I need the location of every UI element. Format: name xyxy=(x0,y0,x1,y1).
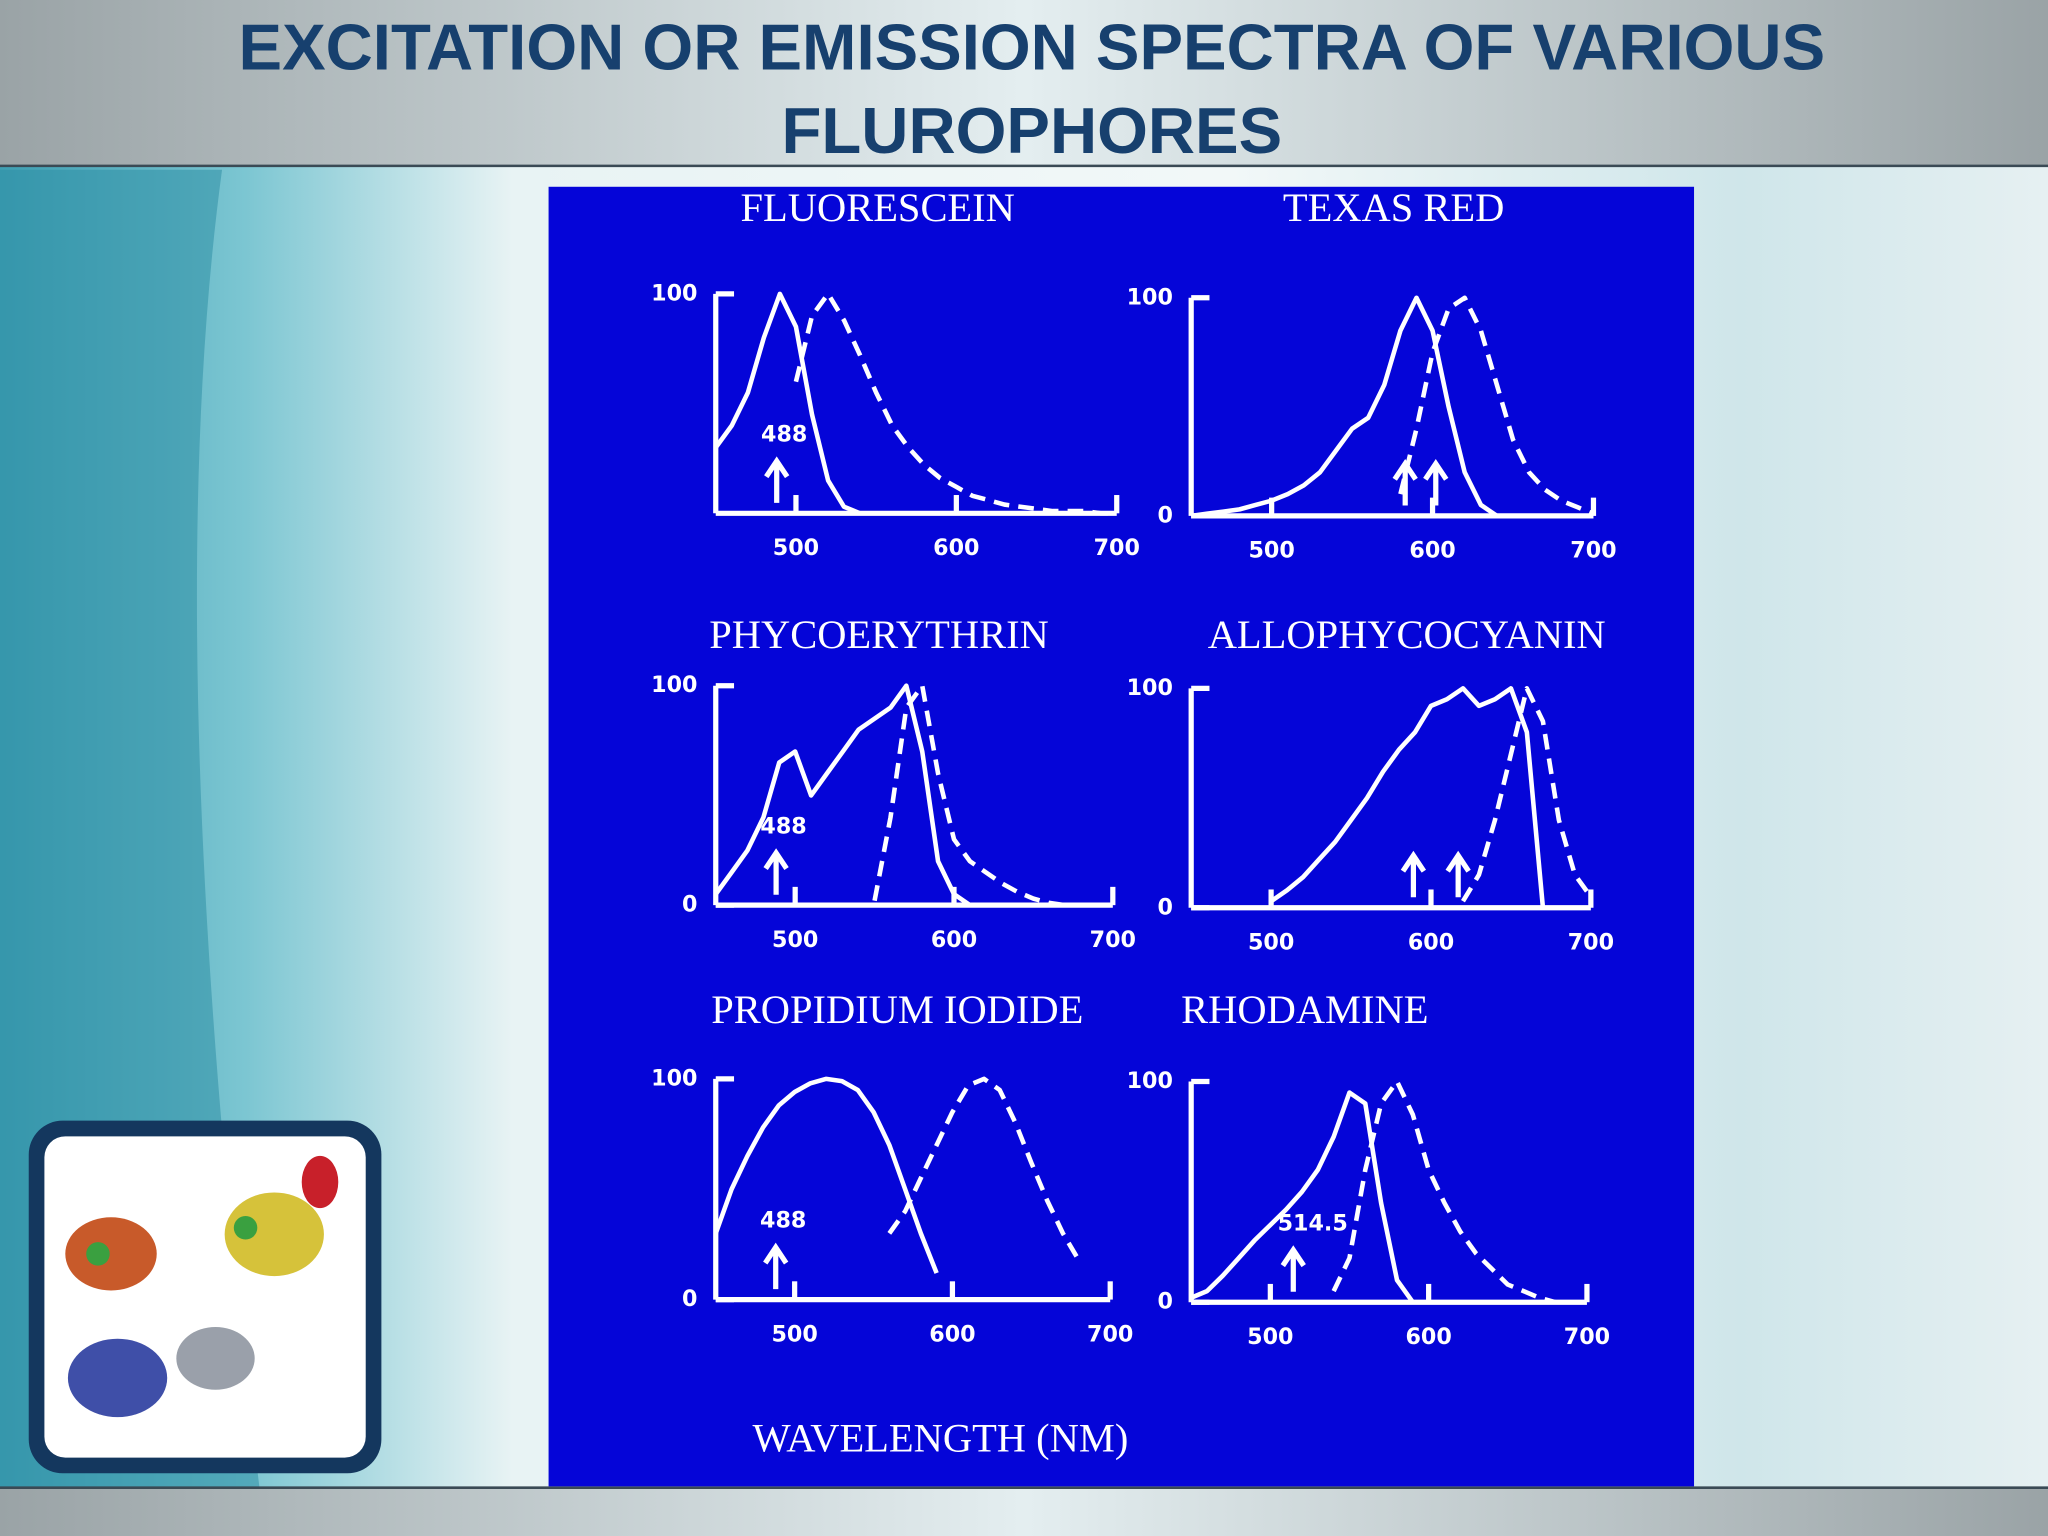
laser-arrow xyxy=(1400,850,1427,898)
thumbnail xyxy=(28,1120,382,1474)
laser-label: 488 xyxy=(760,813,806,839)
excitation-curve xyxy=(713,291,861,516)
y-tick-label: 0 xyxy=(682,892,697,918)
chart-title: FLUORESCEIN xyxy=(741,185,1015,230)
y-tick-label: 0 xyxy=(1157,894,1172,920)
x-tick-label: 700 xyxy=(1564,1324,1610,1350)
x-tick-label: 500 xyxy=(773,535,819,561)
laser-label: 514.5 xyxy=(1278,1210,1348,1236)
x-tick-label: 500 xyxy=(771,1321,817,1347)
laser-arrow xyxy=(764,456,790,503)
title-bar xyxy=(0,0,2048,166)
y-tick-label: 100 xyxy=(651,1065,697,1091)
x-tick-label: 600 xyxy=(1405,1324,1451,1350)
excitation-curve xyxy=(1190,1090,1415,1304)
laser-label: 488 xyxy=(761,421,807,447)
laser-arrow xyxy=(1392,458,1418,506)
x-axis-title: WAVELENGTH (NM) xyxy=(753,1415,1129,1460)
y-tick-label: 0 xyxy=(1157,1289,1172,1315)
slide-title: FLUROPHORES xyxy=(782,94,1283,167)
emission-curve xyxy=(1331,1079,1556,1305)
x-tick-label: 700 xyxy=(1094,535,1140,561)
footer-bar xyxy=(0,1487,2048,1536)
x-tick-label: 500 xyxy=(1248,930,1294,956)
x-tick-label: 500 xyxy=(1247,1324,1293,1350)
excitation-curve xyxy=(1269,686,1546,908)
x-tick-label: 600 xyxy=(929,1321,975,1347)
x-tick-label: 600 xyxy=(931,927,977,953)
x-tick-label: 600 xyxy=(933,535,979,561)
y-tick-label: 100 xyxy=(651,672,697,698)
laser-arrow xyxy=(1445,850,1471,898)
laser-label: 488 xyxy=(760,1208,806,1234)
emission-curve xyxy=(793,291,1117,516)
x-tick-label: 700 xyxy=(1087,1321,1133,1347)
y-tick-label: 0 xyxy=(1157,502,1172,528)
x-tick-label: 500 xyxy=(772,927,818,953)
y-tick-label: 0 xyxy=(682,1286,697,1312)
laser-arrow xyxy=(1423,458,1449,506)
emission-curve xyxy=(872,683,1066,908)
chart-title: PHYCOERYTHRIN xyxy=(709,612,1049,657)
emission-curve xyxy=(887,1076,1081,1262)
x-tick-label: 700 xyxy=(1090,927,1136,953)
x-tick-label: 600 xyxy=(1408,930,1454,956)
y-tick-label: 100 xyxy=(1127,1068,1173,1094)
y-tick-label: 100 xyxy=(651,280,697,306)
chart-title: PROPIDIUM IODIDE xyxy=(711,987,1083,1032)
emission-curve xyxy=(1398,295,1595,516)
excitation-curve xyxy=(1190,295,1499,519)
excitation-curve xyxy=(713,683,972,908)
x-tick-label: 700 xyxy=(1568,930,1614,956)
emission-curve xyxy=(1461,686,1593,903)
y-tick-label: 100 xyxy=(1127,675,1173,701)
x-tick-label: 600 xyxy=(1409,538,1455,564)
laser-arrow xyxy=(763,848,789,895)
chart-title: RHODAMINE xyxy=(1181,987,1428,1032)
slide-title: EXCITATION OR EMISSION SPECTRA OF VARIOU… xyxy=(239,10,1826,83)
y-tick-label: 100 xyxy=(1127,284,1173,310)
x-tick-label: 700 xyxy=(1570,538,1616,564)
chart-title: TEXAS RED xyxy=(1283,185,1504,230)
laser-arrow xyxy=(1280,1245,1306,1292)
x-tick-label: 500 xyxy=(1248,538,1294,564)
laser-arrow xyxy=(763,1242,789,1290)
chart-title: ALLOPHYCOCYANIN xyxy=(1208,612,1606,657)
excitation-curve xyxy=(713,1076,939,1274)
